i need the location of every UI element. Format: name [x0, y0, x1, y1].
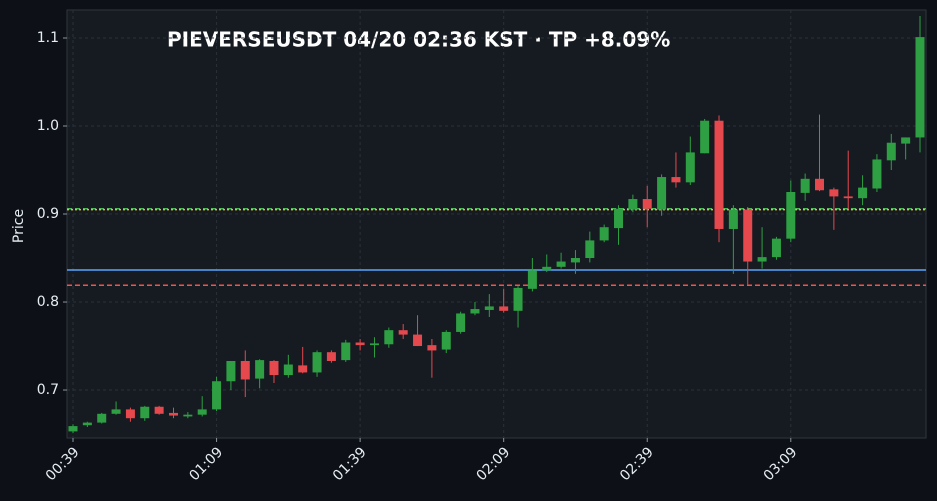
candle-body — [212, 381, 222, 410]
candle-body — [255, 360, 265, 379]
y-tick-label: 1.1 — [37, 30, 59, 46]
candle-body — [312, 352, 322, 373]
candle-body — [786, 192, 796, 239]
candle-body — [614, 208, 624, 229]
candle-body — [125, 409, 135, 419]
candle-body — [283, 364, 293, 376]
candle-body — [743, 209, 753, 262]
candle-body — [570, 258, 580, 263]
candle-body — [771, 238, 781, 258]
candle-body — [441, 331, 451, 350]
candle-body — [111, 409, 121, 414]
chart-title: PIEVERSEUSDT 04/20 02:36 KST · TP +8.09% — [167, 28, 670, 52]
candle-body — [326, 352, 336, 361]
y-tick-label: 0.7 — [37, 382, 59, 398]
candle-body — [154, 406, 164, 414]
candle-body — [800, 178, 810, 193]
plot-area — [66, 9, 927, 439]
candle-body — [240, 360, 250, 380]
y-axis-label: Price — [11, 209, 27, 243]
candle-body — [700, 120, 710, 154]
candle-body — [513, 287, 523, 311]
candle-body — [901, 137, 911, 144]
y-tick-label: 1.0 — [37, 118, 59, 134]
candle-body — [484, 306, 494, 310]
candle-body — [140, 406, 150, 419]
y-tick-label: 0.8 — [37, 294, 59, 310]
candle-body — [82, 422, 92, 426]
y-tick-label: 0.9 — [37, 206, 59, 222]
candle-body — [183, 414, 193, 417]
candle-body — [427, 345, 437, 351]
candle-body — [398, 330, 408, 335]
candle-body — [642, 199, 652, 209]
candle-body — [599, 227, 609, 241]
candle-body — [757, 257, 767, 262]
candle-body — [413, 334, 423, 347]
candle-body — [657, 177, 667, 210]
candle-body — [499, 306, 509, 311]
candle-body — [168, 412, 178, 416]
candle-body — [872, 159, 882, 189]
candle-body — [527, 270, 537, 289]
candle-body — [628, 199, 638, 210]
candle-body — [369, 343, 379, 346]
candle-body — [97, 413, 107, 423]
candle-body — [685, 152, 695, 183]
candle-body — [542, 266, 552, 271]
candle-body — [197, 409, 207, 415]
candle-body — [815, 178, 825, 191]
candle-body — [298, 365, 308, 373]
candle-body — [585, 240, 595, 259]
candle-body — [226, 360, 236, 382]
candle-body — [384, 330, 394, 345]
candle-body — [858, 187, 868, 199]
candle-body — [728, 209, 738, 229]
candle-body — [886, 142, 896, 161]
candle-body — [829, 189, 839, 197]
candle-body — [341, 342, 351, 361]
candle-body — [714, 120, 724, 229]
candle-body — [843, 196, 853, 199]
candle-body — [915, 37, 925, 138]
candle-body — [556, 261, 566, 267]
candle-body — [355, 342, 365, 346]
candle-body — [671, 177, 681, 183]
candle-body — [269, 360, 279, 376]
candle-body — [68, 426, 78, 432]
candle-body — [470, 309, 480, 314]
candle-body — [456, 313, 466, 332]
